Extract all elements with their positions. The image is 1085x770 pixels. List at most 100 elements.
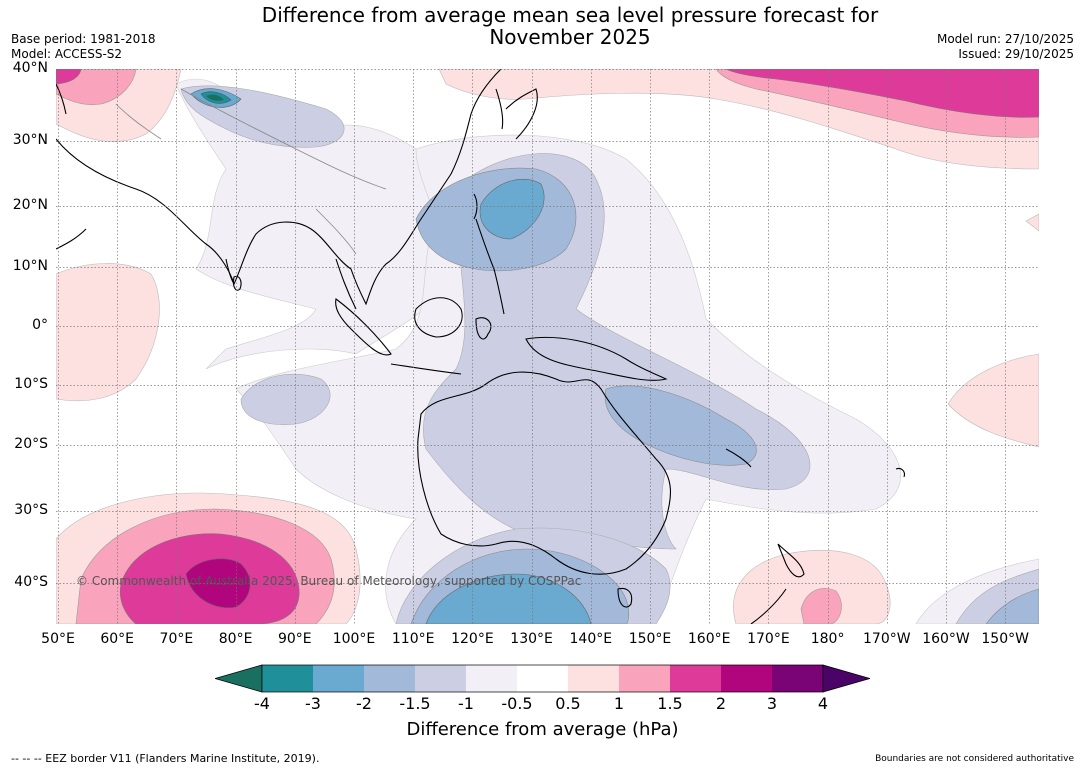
anomaly-pos1-tasman xyxy=(800,588,842,624)
eez-note: -- -- -- EEZ border V11 (Flanders Marine… xyxy=(11,752,320,765)
lon-label: 150°E xyxy=(628,631,672,647)
colorbar-segment xyxy=(364,665,416,692)
pressure-anomaly-fields xyxy=(56,69,1039,624)
coast-nz-north xyxy=(777,543,805,578)
lon-label: 160°W xyxy=(922,631,970,647)
coast-fiji xyxy=(895,467,905,478)
chart-title: Difference from average mean sea level p… xyxy=(140,4,1000,48)
colorbar-tick: 0.5 xyxy=(555,694,581,713)
coast-tasmania xyxy=(617,587,633,608)
country-borders xyxy=(115,88,387,255)
anomaly-neg1-westoz xyxy=(240,373,331,425)
lon-label: 140°E xyxy=(569,631,613,647)
map-panel: © Commonwealth of Australia 2025, Bureau… xyxy=(56,69,1039,624)
lat-label: 20°N xyxy=(12,197,48,213)
colorbar-label: Difference from average (hPa) xyxy=(406,719,679,740)
colorbar-segment xyxy=(619,665,671,692)
title-line-2: November 2025 xyxy=(489,25,651,49)
lon-label: 170°W xyxy=(863,631,911,647)
colorbar-segment xyxy=(772,665,824,692)
colorbar xyxy=(215,664,870,693)
colorbar-tick: 1 xyxy=(613,694,625,713)
colorbar-segments xyxy=(215,664,870,693)
lon-label: 80°E xyxy=(218,631,253,647)
coast-sri-lanka xyxy=(232,275,242,291)
title-line-1: Difference from average mean sea level p… xyxy=(261,3,879,27)
colorbar-segment xyxy=(262,665,314,692)
lat-label: 0° xyxy=(32,317,48,333)
anomaly-neg4-himalaya xyxy=(206,94,224,101)
model-run: Model run: 27/10/2025 xyxy=(936,32,1074,46)
coast-korea xyxy=(495,88,504,130)
coast-asia-mainland xyxy=(56,69,502,306)
coast-sulawesi xyxy=(475,317,492,340)
coast-japan xyxy=(505,88,538,140)
coast-java xyxy=(390,363,462,375)
lon-label: 100°E xyxy=(332,631,376,647)
coast-east-africa-top xyxy=(56,83,67,115)
colorbar-tick: -2 xyxy=(356,694,372,713)
colorbar-segment xyxy=(466,665,518,692)
colorbar-extend-low xyxy=(215,664,263,693)
lon-label: 70°E xyxy=(159,631,194,647)
lon-label: 180° xyxy=(810,631,845,647)
lon-label: 90°E xyxy=(277,631,312,647)
coast-malay-peninsula xyxy=(335,258,357,310)
coast-borneo xyxy=(414,297,463,338)
meta-left: Base period: 1981-2018 Model: ACCESS-S2 xyxy=(11,32,156,62)
colorbar-segment xyxy=(415,665,467,692)
anomaly-neg2-philippines xyxy=(479,178,545,240)
lat-label: 30°N xyxy=(12,132,48,148)
copyright-notice: © Commonwealth of Australia 2025, Bureau… xyxy=(76,574,581,588)
border-westasia xyxy=(115,103,162,140)
lat-label: 30°S xyxy=(14,502,48,518)
anomaly-pos05-east-edge xyxy=(1025,213,1039,232)
colorbar-segment xyxy=(313,665,365,692)
coast-new-caledonia xyxy=(725,448,752,468)
colorbar-tick: 2 xyxy=(715,694,727,713)
model-name: Model: ACCESS-S2 xyxy=(11,47,123,61)
colorbar-segment xyxy=(721,665,773,692)
colorbar-tick: 3 xyxy=(766,694,778,713)
anomaly-pos05-east-pacific xyxy=(947,353,1039,448)
lon-label: 170°E xyxy=(747,631,790,647)
boundaries-note: Boundaries are not considered authoritat… xyxy=(875,754,1074,764)
lon-label: 150°W xyxy=(981,631,1029,647)
colorbar-tick: -1.5 xyxy=(399,694,431,713)
graticule xyxy=(56,69,1039,624)
lon-label: 50°E xyxy=(41,631,75,647)
coast-taiwan xyxy=(473,193,478,220)
colorbar-segment xyxy=(568,665,620,692)
colorbar-segment xyxy=(517,665,569,692)
anomaly-pos15-north-pacific xyxy=(725,69,1039,118)
coast-sumatra xyxy=(335,298,392,356)
border-indochina xyxy=(315,208,357,255)
coast-new-guinea xyxy=(525,336,668,381)
lat-label: 10°S xyxy=(14,376,48,392)
issued-date: Issued: 29/10/2025 xyxy=(958,47,1074,61)
colorbar-tick: 1.5 xyxy=(657,694,683,713)
border-china-south xyxy=(180,88,387,190)
anomaly-neg15-se-corner xyxy=(985,588,1039,624)
lon-label: 130°E xyxy=(510,631,553,647)
anomaly-neg2-south xyxy=(425,573,592,624)
lat-label: 40°N xyxy=(12,60,48,76)
colorbar-tick: -4 xyxy=(254,694,270,713)
colorbar-extend-high xyxy=(822,664,870,693)
coast-philippines xyxy=(475,218,505,315)
anomaly-pos05-arabian-sea xyxy=(56,263,160,402)
lon-label: 110°E xyxy=(391,631,435,647)
colorbar-tick: -1 xyxy=(458,694,474,713)
lon-label: 120°E xyxy=(451,631,494,647)
lon-label: 160°E xyxy=(687,631,731,647)
lat-label: 40°S xyxy=(14,574,48,590)
lat-label: 20°S xyxy=(14,436,48,452)
colorbar-tick: -0.5 xyxy=(501,694,533,713)
lat-label: 10°N xyxy=(12,258,48,274)
base-period: Base period: 1981-2018 xyxy=(11,32,156,46)
coast-australia xyxy=(417,371,672,575)
meta-right: Model run: 27/10/2025 Issued: 29/10/2025 xyxy=(937,32,1074,62)
colorbar-tick: -3 xyxy=(305,694,321,713)
lon-label: 60°E xyxy=(100,631,135,647)
colorbar-segment xyxy=(670,665,722,692)
